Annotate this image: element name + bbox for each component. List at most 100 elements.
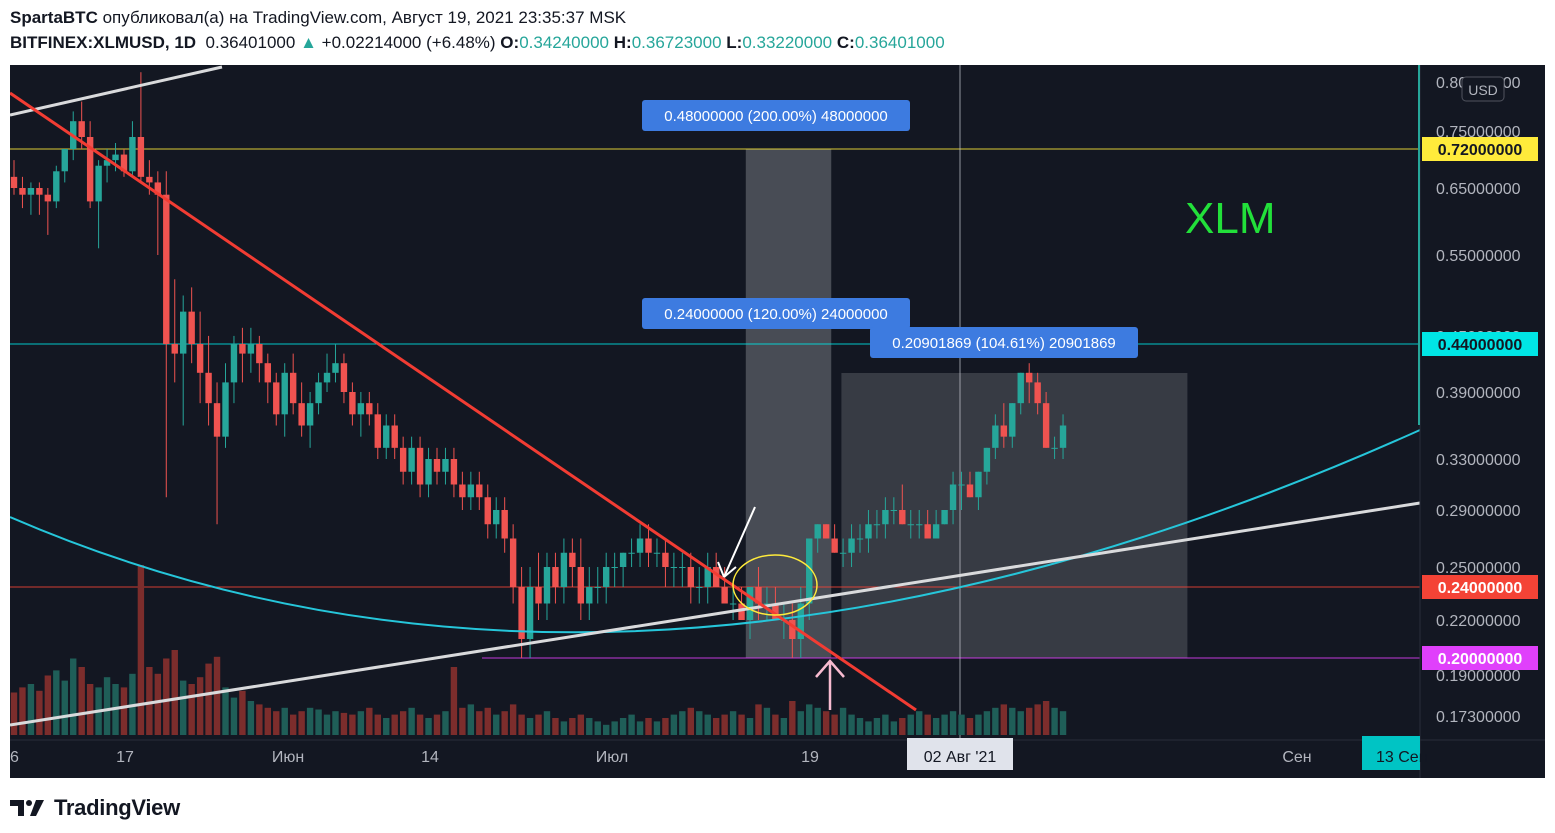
volume-bar [704, 714, 711, 735]
volume-bar [721, 714, 728, 735]
volume-bar [222, 687, 229, 735]
candle-body [357, 403, 365, 415]
volume-bar [899, 718, 906, 735]
candle-body [247, 344, 255, 354]
candle-body [340, 363, 348, 392]
candle-body [196, 344, 204, 373]
candle-body [112, 154, 119, 161]
volume-bar [86, 684, 94, 735]
volume-bar [797, 711, 804, 735]
candle-body [958, 484, 965, 486]
volume-bar [1009, 707, 1016, 735]
volume-bar [1042, 701, 1050, 735]
candle-body [873, 524, 881, 526]
price-tag-2: 0.24000000 [1422, 575, 1538, 599]
volume-bar [949, 711, 957, 735]
high-label: H: [613, 33, 632, 52]
candle-body [941, 510, 948, 525]
candle-body [78, 121, 85, 137]
price-tag-0: 0.72000000 [1422, 137, 1538, 161]
volume-bar [230, 697, 238, 735]
volume-bar [924, 714, 931, 735]
candle-body [459, 484, 466, 498]
candle-body [163, 194, 170, 344]
candle-body [129, 137, 136, 172]
candle-body [374, 414, 381, 448]
volume-bar [467, 704, 475, 735]
crosshair-date-label: 02 Авг '21 [924, 749, 997, 766]
volume-bar [247, 701, 255, 735]
volume-bar [670, 714, 678, 735]
low-value: 0.33220000 [742, 33, 833, 52]
candle-body [349, 392, 356, 415]
volume-bar [543, 711, 551, 735]
candle-body [442, 459, 449, 472]
candle-body [594, 587, 601, 588]
candle-body [603, 567, 610, 587]
volume-bar [679, 711, 686, 735]
candle-body [806, 538, 813, 604]
candle-body [501, 510, 508, 539]
volume-bar [433, 714, 441, 735]
chart-panel[interactable]: 0.48000000 (200.00%) 48000000 0.24000000 … [10, 65, 1545, 778]
candle-body [636, 538, 644, 553]
candle-body [323, 372, 331, 383]
volume-bar [501, 711, 508, 735]
volume-bar [865, 721, 872, 735]
volume-bar [983, 711, 991, 735]
price-chart-svg[interactable]: 0.48000000 (200.00%) 48000000 0.24000000 … [10, 65, 1545, 778]
candle-body [983, 447, 991, 472]
measure-label-text: 0.20901869 (104.61%) 20901869 [892, 335, 1116, 352]
candle-body [281, 372, 288, 415]
candle-body [222, 382, 229, 437]
range-end-label: 13 Сен [1376, 749, 1428, 766]
volume-bar [323, 714, 331, 735]
candle-body [839, 552, 847, 554]
white-trendline [10, 501, 1421, 727]
author-name[interactable]: SpartaBTC [10, 8, 98, 27]
volume-bar [273, 711, 280, 735]
volume-bar [687, 707, 694, 735]
price-tag-label: 0.72000000 [1438, 142, 1523, 159]
volume-bar [1051, 707, 1058, 735]
candle-body [239, 344, 246, 354]
candle-body [205, 372, 212, 404]
candle-body [670, 567, 678, 568]
volume-bar [19, 687, 26, 735]
candle-body [1009, 403, 1016, 437]
volume-bar [340, 712, 348, 735]
candle-body [391, 425, 398, 448]
volume-bar [306, 707, 314, 735]
candle-body [518, 587, 525, 639]
high-value: 0.36723000 [631, 33, 722, 52]
highlight-ellipse [732, 554, 818, 616]
red-downtrend-line [10, 91, 917, 712]
volume-bar [298, 711, 305, 735]
price-tag-box [1422, 575, 1538, 599]
footer-brand: TradingView [10, 793, 180, 823]
volume-bar [780, 718, 788, 735]
volume-bar [383, 718, 390, 735]
volume-bar [239, 690, 246, 735]
candle-body [366, 403, 373, 415]
volume-bar [36, 690, 43, 735]
range-end-box [1362, 736, 1420, 770]
volume-bar [916, 711, 923, 735]
candle-body [729, 603, 737, 605]
close-value: 0.36401000 [854, 33, 945, 52]
volume-bar [535, 714, 542, 735]
candle-body [932, 524, 940, 539]
candle-body [298, 403, 305, 426]
volume-bar [476, 711, 483, 735]
measure-label-box [642, 298, 910, 329]
range-end-tag: 13 Сен [1362, 736, 1428, 770]
volume-bar [628, 714, 635, 735]
candle-body [543, 567, 551, 604]
volume-bar [450, 667, 458, 735]
volume-bar [526, 718, 534, 735]
candle-body [746, 587, 754, 620]
measure-zone-left [745, 149, 832, 658]
volume-bar [459, 707, 466, 735]
volume-bar [44, 675, 52, 735]
volume-bar [569, 718, 576, 735]
